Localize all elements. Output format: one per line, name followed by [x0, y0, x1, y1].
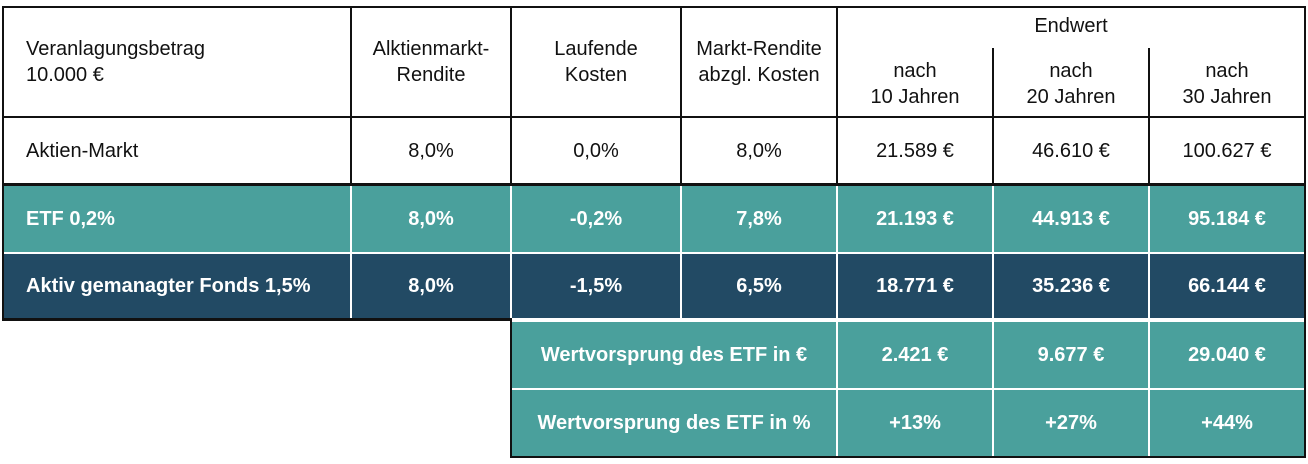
row-active-fund-20y: 35.236 €: [994, 254, 1148, 318]
header-20-years-line1: nach: [1049, 60, 1093, 82]
grid-line: [4, 252, 1304, 254]
grid-line: [2, 6, 1306, 8]
header-10-years: nach 10 Jahren: [838, 56, 992, 112]
header-net-return-line1: Markt-Rendite: [696, 38, 822, 60]
row-etf-10y: 21.193 €: [838, 186, 992, 252]
summary-euro-10y: 2.421 €: [838, 322, 992, 388]
grid-line: [1148, 48, 1150, 184]
summary-euro-30y: 29.040 €: [1150, 322, 1304, 388]
row-active-fund-kosten: -1,5%: [512, 254, 680, 318]
header-running-costs: Laufende Kosten: [512, 8, 680, 116]
row-active-fund-label: Aktiv gemanagter Fonds 1,5%: [4, 254, 350, 318]
header-amount-value: 10.000 €: [26, 64, 104, 86]
header-net-return: Markt-Rendite abzgl. Kosten: [682, 8, 836, 116]
header-30-years: nach 30 Jahren: [1150, 56, 1304, 112]
header-20-years: nach 20 Jahren: [994, 56, 1148, 112]
row-market-label-text: Aktien-Markt: [26, 140, 139, 162]
grid-line: [1304, 6, 1306, 458]
summary-euro-20y: 9.677 €: [994, 322, 1148, 388]
summary-percent-10y: +13%: [838, 390, 992, 456]
row-market-20y: 46.610 €: [1032, 140, 1110, 162]
grid-line: [510, 6, 512, 184]
summary-percent-label-text: Wertvorsprung des ETF in %: [537, 412, 811, 434]
row-market-rendite: 8,0%: [408, 140, 454, 162]
row-etf-kosten: -0,2%: [512, 186, 680, 252]
row-active-fund-rendite: 8,0%: [352, 254, 510, 318]
summary-percent-label: Wertvorsprung des ETF in %: [512, 390, 836, 456]
header-running-costs-line1: Laufende: [554, 38, 638, 60]
header-10-years-line1: nach: [893, 60, 937, 82]
row-market-label: Aktien-Markt: [4, 118, 350, 184]
header-market-return-line1: Alktienmarkt-: [372, 38, 490, 60]
grid-line: [510, 318, 512, 458]
grid-line: [2, 6, 4, 320]
row-active-fund-30y: 66.144 €: [1150, 254, 1304, 318]
header-market-return-line2: Rendite: [396, 64, 466, 86]
row-etf-netto: 7,8%: [682, 186, 836, 252]
summary-euro-label-text: Wertvorsprung des ETF in €: [540, 344, 808, 366]
header-endwert-label: Endwert: [1034, 15, 1108, 37]
header-running-costs-line2: Kosten: [564, 64, 628, 86]
header-20-years-line2: 20 Jahren: [1026, 86, 1116, 108]
summary-euro-label: Wertvorsprung des ETF in €: [512, 322, 836, 388]
header-net-return-line2: abzgl. Kosten: [698, 64, 820, 86]
row-etf-label-text: ETF 0,2%: [26, 208, 115, 230]
row-active-fund-netto: 6,5%: [682, 254, 836, 318]
header-amount: Veranlagungsbetrag 10.000 €: [4, 8, 350, 116]
grid-line: [2, 318, 512, 321]
grid-line: [510, 456, 1306, 458]
row-market-10y: 21.589 €: [876, 140, 954, 162]
summary-percent-30y: +44%: [1150, 390, 1304, 456]
grid-line: [2, 183, 1306, 186]
grid-line: [512, 320, 1304, 322]
header-endwert: Endwert: [838, 10, 1304, 42]
grid-line: [992, 48, 994, 184]
header-10-years-line2: 10 Jahren: [870, 86, 960, 108]
row-market-kosten: 0,0%: [573, 140, 619, 162]
summary-percent-20y: +27%: [994, 390, 1148, 456]
header-market-return: Alktienmarkt- Rendite: [352, 8, 510, 116]
row-etf-20y: 44.913 €: [994, 186, 1148, 252]
row-etf-label: ETF 0,2%: [4, 186, 350, 252]
row-market-30y: 100.627 €: [1182, 140, 1272, 162]
grid-line: [836, 6, 838, 184]
header-30-years-line1: nach: [1205, 60, 1249, 82]
row-active-fund-10y: 18.771 €: [838, 254, 992, 318]
header-amount-label: Veranlagungsbetrag: [26, 38, 206, 60]
row-market-netto: 8,0%: [736, 140, 782, 162]
grid-line: [680, 6, 682, 184]
grid-line: [512, 388, 1304, 390]
grid-line: [350, 6, 352, 184]
row-etf-rendite: 8,0%: [352, 186, 510, 252]
grid-line: [2, 116, 1306, 118]
header-30-years-line2: 30 Jahren: [1182, 86, 1272, 108]
row-active-fund-label-text: Aktiv gemanagter Fonds 1,5%: [26, 275, 311, 297]
row-etf-30y: 95.184 €: [1150, 186, 1304, 252]
